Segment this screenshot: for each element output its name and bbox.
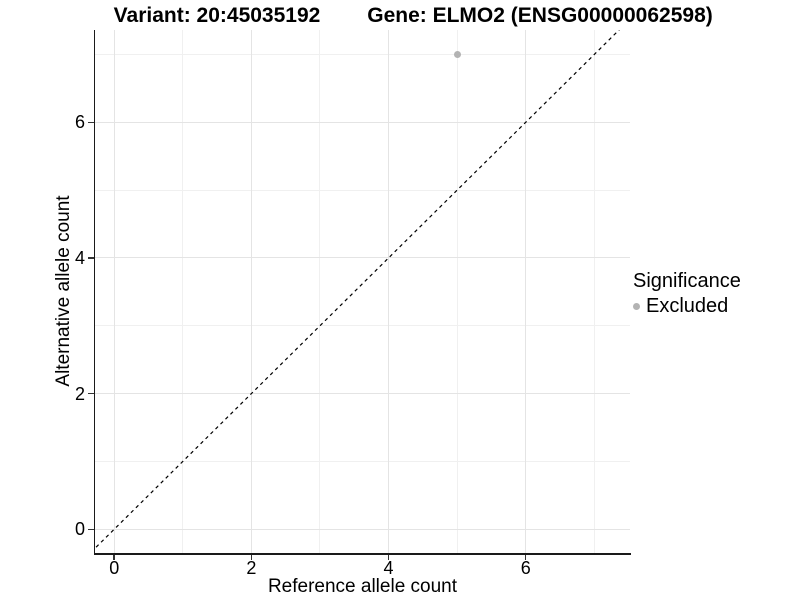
y-tick-label: 4 <box>74 247 85 268</box>
plot-panel <box>95 30 630 553</box>
y-tick <box>88 392 94 395</box>
y-tick <box>88 121 94 123</box>
gridline-x-minor <box>593 30 595 553</box>
legend: Significance Excluded <box>633 270 741 318</box>
y-axis-title: Alternative allele count <box>53 195 74 387</box>
x-axis-title: Reference allele count <box>267 576 458 597</box>
legend-title: Significance <box>633 270 741 292</box>
x-axis-line <box>93 553 631 555</box>
gridline-x-minor <box>319 30 321 553</box>
gridline-x-major <box>250 30 252 553</box>
legend-key-dot-icon <box>633 303 640 310</box>
y-tick-label: 0 <box>74 519 85 540</box>
gridline-x-major <box>113 30 115 553</box>
x-tick <box>524 554 527 560</box>
gridline-y-minor <box>95 460 630 462</box>
x-tick <box>250 554 253 560</box>
x-tick-label: 0 <box>109 558 120 578</box>
y-tick <box>88 528 94 530</box>
gridline-y-major <box>95 257 630 259</box>
x-tick-label: 2 <box>246 558 257 578</box>
data-point <box>453 50 461 58</box>
gridline-x-minor <box>182 30 184 553</box>
y-tick-label: 2 <box>74 383 85 404</box>
identity-line <box>95 30 620 550</box>
x-tick <box>387 554 390 560</box>
gridline-x-minor <box>456 30 458 553</box>
gridline-y-major <box>95 528 630 530</box>
y-axis-line <box>93 30 95 555</box>
x-tick-label: 4 <box>383 558 394 578</box>
gridline-x-major <box>525 30 527 553</box>
gridline-y-major <box>95 121 630 123</box>
legend-item-label: Excluded <box>646 295 729 317</box>
gridline-y-minor <box>95 325 630 327</box>
gridline-y-major <box>95 393 630 395</box>
plot-title-variant: Variant: 20:45035192 <box>113 4 321 27</box>
gridline-x-major <box>388 30 390 553</box>
legend-item-excluded: Excluded <box>633 295 741 318</box>
x-tick <box>113 554 115 560</box>
gridline-y-minor <box>95 189 630 191</box>
y-tick-label: 6 <box>74 112 85 133</box>
gridline-y-minor <box>95 53 630 55</box>
y-tick <box>88 257 94 259</box>
x-tick-label: 6 <box>520 558 531 578</box>
plot-title-gene: Gene: ELMO2 (ENSG00000062598) <box>367 4 713 27</box>
